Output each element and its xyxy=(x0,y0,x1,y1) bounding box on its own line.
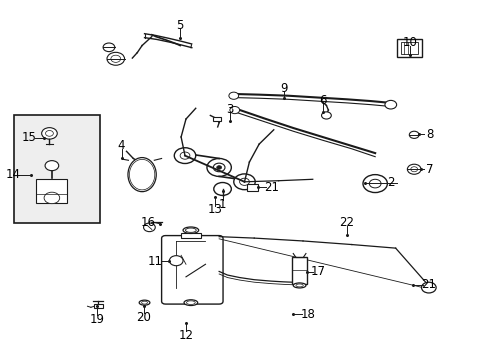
Text: 14: 14 xyxy=(6,168,21,181)
Circle shape xyxy=(421,282,435,293)
Circle shape xyxy=(229,107,239,114)
Circle shape xyxy=(45,161,59,171)
Ellipse shape xyxy=(142,301,147,304)
Ellipse shape xyxy=(128,158,156,192)
Text: 9: 9 xyxy=(279,82,286,95)
Text: 5: 5 xyxy=(176,19,183,32)
Bar xyxy=(36,179,67,203)
Ellipse shape xyxy=(185,228,196,232)
Ellipse shape xyxy=(129,159,155,190)
Ellipse shape xyxy=(186,301,195,305)
Ellipse shape xyxy=(293,283,305,288)
Circle shape xyxy=(103,43,115,51)
Text: 13: 13 xyxy=(207,203,222,216)
Text: 18: 18 xyxy=(300,308,315,321)
Circle shape xyxy=(143,223,155,231)
Text: 4: 4 xyxy=(118,139,125,152)
Circle shape xyxy=(216,166,221,169)
Bar xyxy=(292,257,306,284)
Bar xyxy=(94,304,103,309)
Circle shape xyxy=(206,158,231,176)
Text: 8: 8 xyxy=(425,127,432,141)
Circle shape xyxy=(410,167,417,172)
Circle shape xyxy=(169,256,183,266)
Text: 15: 15 xyxy=(21,131,36,144)
Circle shape xyxy=(321,112,330,119)
Text: 19: 19 xyxy=(90,312,104,326)
Circle shape xyxy=(213,163,224,172)
Text: 20: 20 xyxy=(136,311,151,324)
Text: 1: 1 xyxy=(218,198,226,211)
Ellipse shape xyxy=(183,300,197,306)
Circle shape xyxy=(228,92,238,99)
Circle shape xyxy=(213,183,231,195)
Text: 6: 6 xyxy=(318,94,325,107)
Circle shape xyxy=(362,175,386,193)
Text: 3: 3 xyxy=(226,103,233,116)
Bar xyxy=(14,116,100,223)
Bar xyxy=(246,184,257,192)
Bar xyxy=(213,117,221,121)
Circle shape xyxy=(41,128,57,139)
Bar xyxy=(400,42,417,54)
Circle shape xyxy=(107,52,124,65)
Circle shape xyxy=(368,179,380,188)
Bar xyxy=(181,233,200,238)
Text: 7: 7 xyxy=(425,163,433,176)
Text: 17: 17 xyxy=(310,265,325,278)
Circle shape xyxy=(233,174,255,190)
Ellipse shape xyxy=(183,227,198,233)
Text: 11: 11 xyxy=(147,255,162,267)
Circle shape xyxy=(44,192,60,204)
Circle shape xyxy=(45,131,53,136)
Circle shape xyxy=(408,131,418,138)
Ellipse shape xyxy=(295,284,303,287)
Circle shape xyxy=(174,148,195,163)
Bar xyxy=(396,39,421,57)
Circle shape xyxy=(239,178,249,185)
Circle shape xyxy=(407,164,420,174)
Text: 12: 12 xyxy=(178,329,193,342)
Circle shape xyxy=(180,152,189,159)
Circle shape xyxy=(384,100,396,109)
Ellipse shape xyxy=(139,300,150,305)
FancyBboxPatch shape xyxy=(161,235,223,304)
Text: 10: 10 xyxy=(402,36,417,49)
Text: 16: 16 xyxy=(140,216,155,229)
Text: 21: 21 xyxy=(264,181,278,194)
Text: 2: 2 xyxy=(386,176,394,189)
Circle shape xyxy=(111,55,121,62)
Text: 22: 22 xyxy=(339,216,354,229)
Text: 21: 21 xyxy=(421,278,435,291)
